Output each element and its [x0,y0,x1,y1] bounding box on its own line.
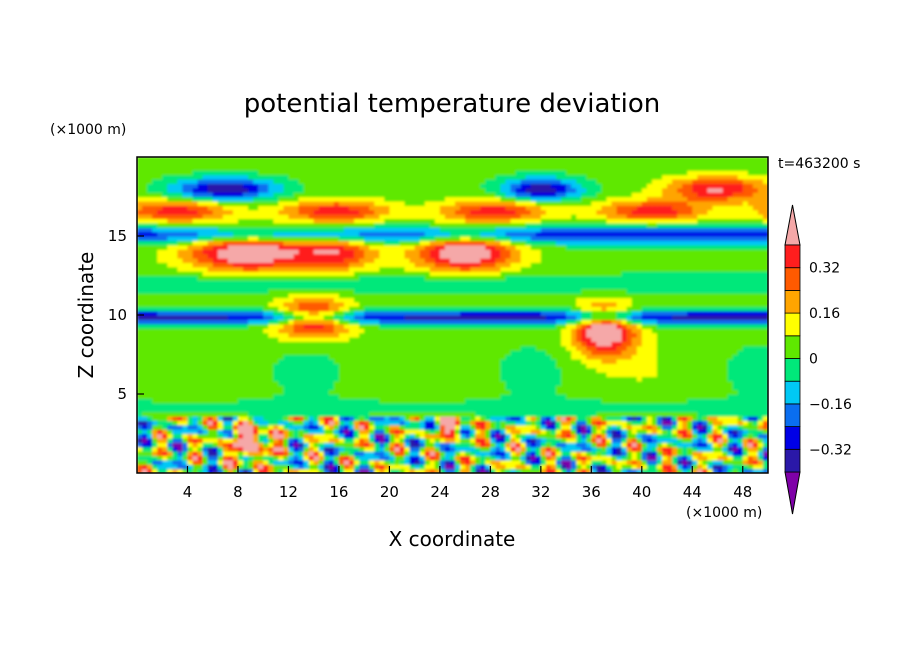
y-tick-label: 5 [117,385,127,403]
x-tick-label: 32 [531,483,550,501]
x-tick-label: 24 [430,483,449,501]
colorbar-segment [784,426,801,450]
colorbar-segment [784,244,801,269]
chart-title: potential temperature deviation [244,89,660,119]
x-tick-label: 28 [481,483,500,501]
y-tick-label: 10 [108,306,127,324]
colorbar-tick-label: 0.32 [809,261,840,277]
colorbar-segment [784,380,801,405]
colorbar-tick-label: −0.32 [809,442,852,458]
time-label: t=463200 s [778,156,860,172]
y-unit-label: (×1000 m) [50,122,126,138]
colorbar-tick-label: −0.16 [809,397,852,413]
colorbar-segment [784,358,801,382]
x-tick-label: 4 [183,483,193,501]
y-axis-ticks: 5 10 15 [108,227,144,403]
y-tick-label: 15 [108,227,127,245]
x-tick-label: 48 [733,483,752,501]
colorbar-segment [784,335,801,359]
colorbar-high-arrow [784,204,801,246]
heatmap-field [137,157,768,473]
colorbar-segment [784,289,801,314]
x-axis-ticks: 4 8 12 16 20 24 28 32 36 40 44 48 [183,466,752,501]
colorbar-segment [784,312,801,337]
colorbar-segment [784,448,801,473]
x-tick-label: 36 [582,483,601,501]
x-unit-label: (×1000 m) [686,505,762,521]
colorbar-segment [784,267,801,291]
x-tick-label: 16 [329,483,348,501]
colorbar: 0.32 0.16 0 −0.16 −0.32 [784,204,852,515]
x-tick-label: 40 [632,483,651,501]
colorbar-tick-label: 0 [809,352,818,368]
x-axis-label: X coordinate [389,527,516,551]
colorbar-segment [784,403,801,427]
x-tick-label: 44 [683,483,702,501]
y-axis-label: Z coordinate [74,252,98,379]
x-tick-label: 8 [233,483,243,501]
colorbar-low-arrow [784,471,801,515]
x-tick-label: 12 [279,483,298,501]
colorbar-tick-label: 0.16 [809,306,840,322]
x-tick-label: 20 [380,483,399,501]
